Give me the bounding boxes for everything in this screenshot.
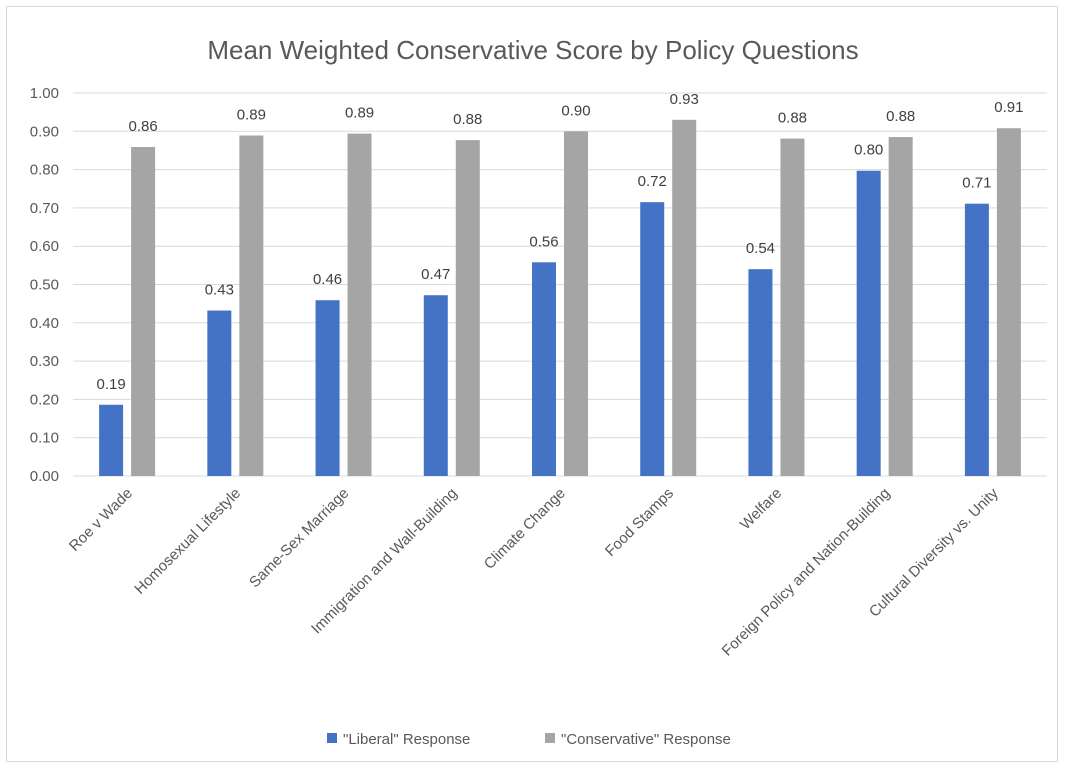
y-axis-ticks: 0.00 0.10 0.20 0.30 0.40 0.50 0.60 0.70 0.80 0.90…: [30, 85, 59, 485]
liberal-bar: [964, 203, 989, 476]
data-label: 0.46: [313, 271, 342, 288]
y-tick-label: 0.60: [30, 238, 59, 255]
conservative-bar: [347, 133, 372, 476]
bar-chart: Mean Weighted Conservative Score by Poli…: [30, 35, 1047, 748]
chart-title: Mean Weighted Conservative Score by Poli…: [207, 35, 858, 65]
data-label: 0.93: [670, 91, 699, 108]
conservative-bar: [455, 140, 480, 476]
y-tick-label: 0.40: [30, 315, 59, 332]
gridlines: [73, 92, 1047, 477]
legend-label: "Conservative" Response: [561, 731, 731, 748]
conservative-bar: [672, 119, 697, 476]
category-label: Same-Sex Marriage: [246, 485, 352, 591]
data-label: 0.43: [205, 282, 234, 299]
liberal-bar: [423, 295, 448, 476]
category-label: Roe v Wade: [66, 485, 136, 555]
data-label: 0.19: [97, 376, 126, 393]
chart-area: Mean Weighted Conservative Score by Poli…: [6, 6, 1058, 762]
conservative-bar: [996, 128, 1021, 476]
category-label: Cultural Diversity vs. Unity: [866, 484, 1002, 620]
category-label: Foreign Policy and Nation-Building: [719, 485, 894, 660]
category-label: Climate Change: [481, 485, 569, 573]
data-label: 0.88: [778, 110, 807, 127]
liberal-bar: [207, 310, 232, 476]
bars: [99, 119, 1021, 477]
data-label: 0.89: [237, 107, 266, 124]
data-label: 0.86: [129, 118, 158, 135]
category-label: Food Stamps: [602, 485, 677, 560]
data-label: 0.89: [345, 105, 374, 122]
legend: "Liberal" Response "Conservative" Respons…: [327, 731, 731, 748]
conservative-bar: [780, 138, 805, 476]
data-labels: 0.19 0.86 0.43 0.89 0.46 0.89 0.47 0.88 0.56 0.90…: [97, 91, 1024, 393]
y-tick-label: 0.00: [30, 468, 59, 485]
y-tick-label: 0.90: [30, 123, 59, 140]
y-tick-label: 0.20: [30, 391, 59, 408]
y-tick-label: 0.10: [30, 430, 59, 447]
data-label: 0.90: [561, 102, 590, 119]
y-tick-label: 0.80: [30, 162, 59, 179]
data-label: 0.54: [746, 240, 775, 257]
liberal-bar: [532, 262, 556, 476]
y-tick-label: 0.70: [30, 200, 59, 217]
conservative-bar: [131, 147, 156, 477]
category-label: Welfare: [737, 485, 785, 533]
conservative-bar: [564, 131, 588, 477]
liberal-bar: [315, 300, 340, 476]
category-label: Homosexual Lifestyle: [131, 485, 244, 598]
data-label: 0.88: [886, 108, 915, 125]
liberal-bar: [640, 202, 665, 476]
data-label: 0.80: [854, 142, 883, 159]
data-label: 0.72: [638, 173, 667, 190]
data-label: 0.47: [421, 266, 450, 283]
liberal-bar: [748, 269, 773, 476]
liberal-legend-swatch: [327, 733, 337, 743]
liberal-bar: [856, 170, 881, 476]
y-tick-label: 0.50: [30, 277, 59, 294]
y-tick-label: 1.00: [30, 85, 59, 102]
data-label: 0.56: [529, 233, 558, 250]
legend-label: "Liberal" Response: [343, 731, 470, 748]
liberal-bar: [99, 404, 124, 476]
data-label: 0.91: [994, 99, 1023, 116]
data-label: 0.71: [962, 175, 991, 192]
conservative-legend-swatch: [545, 733, 555, 743]
y-tick-label: 0.30: [30, 353, 59, 370]
conservative-bar: [888, 137, 913, 477]
conservative-bar: [239, 135, 264, 476]
data-label: 0.88: [453, 111, 482, 128]
